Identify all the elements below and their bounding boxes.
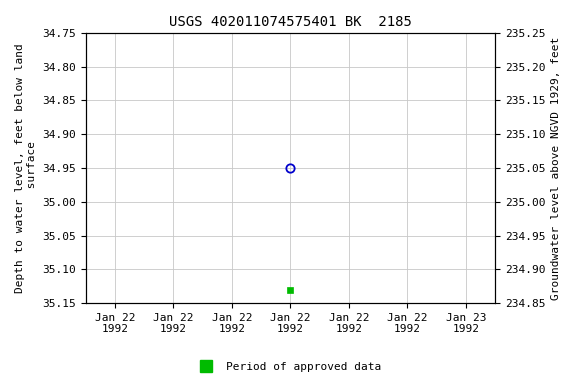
Y-axis label: Groundwater level above NGVD 1929, feet: Groundwater level above NGVD 1929, feet [551,36,561,300]
Y-axis label: Depth to water level, feet below land
 surface: Depth to water level, feet below land su… [15,43,37,293]
Title: USGS 402011074575401 BK  2185: USGS 402011074575401 BK 2185 [169,15,412,29]
Legend: Period of approved data: Period of approved data [191,358,385,377]
